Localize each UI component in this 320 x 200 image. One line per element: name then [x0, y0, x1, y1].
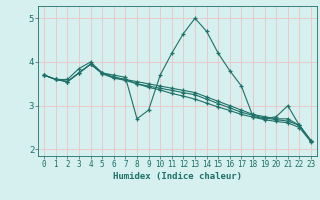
X-axis label: Humidex (Indice chaleur): Humidex (Indice chaleur): [113, 172, 242, 181]
